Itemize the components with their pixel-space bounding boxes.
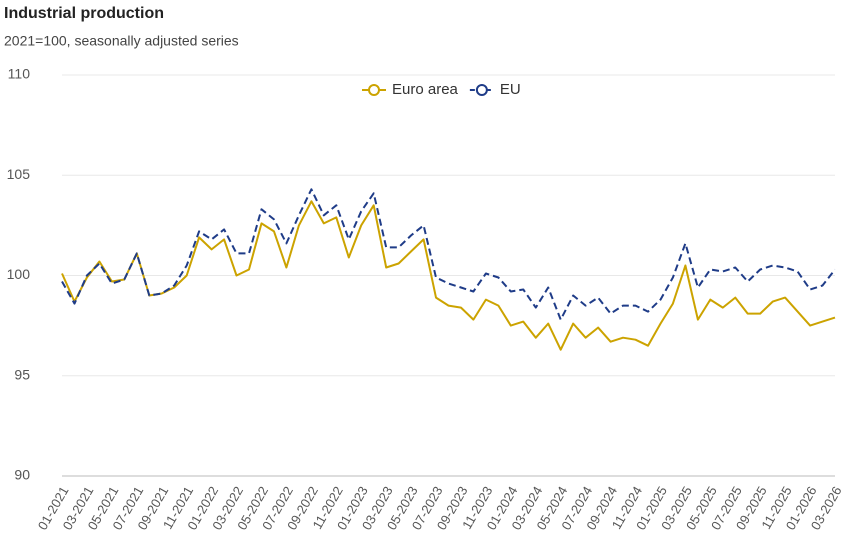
y-tick-label: 95: [14, 366, 30, 382]
legend-item[interactable]: Euro area: [362, 81, 459, 98]
chart-title: Industrial production: [4, 5, 164, 22]
legend-item[interactable]: EU: [469, 81, 521, 98]
y-tick-label: 105: [7, 166, 31, 182]
y-tick-label: 110: [8, 66, 31, 82]
legend-label: Euro area: [392, 81, 459, 98]
chart-subtitle: 2021=100, seasonally adjusted series: [4, 33, 239, 49]
y-tick-label: 100: [7, 266, 31, 282]
legend-marker: [475, 84, 488, 96]
series-line: [61, 188, 836, 321]
legend-marker: [368, 84, 380, 96]
series-line: [61, 200, 836, 351]
legend-label: EU: [500, 81, 521, 98]
y-tick-label: 90: [14, 467, 30, 483]
